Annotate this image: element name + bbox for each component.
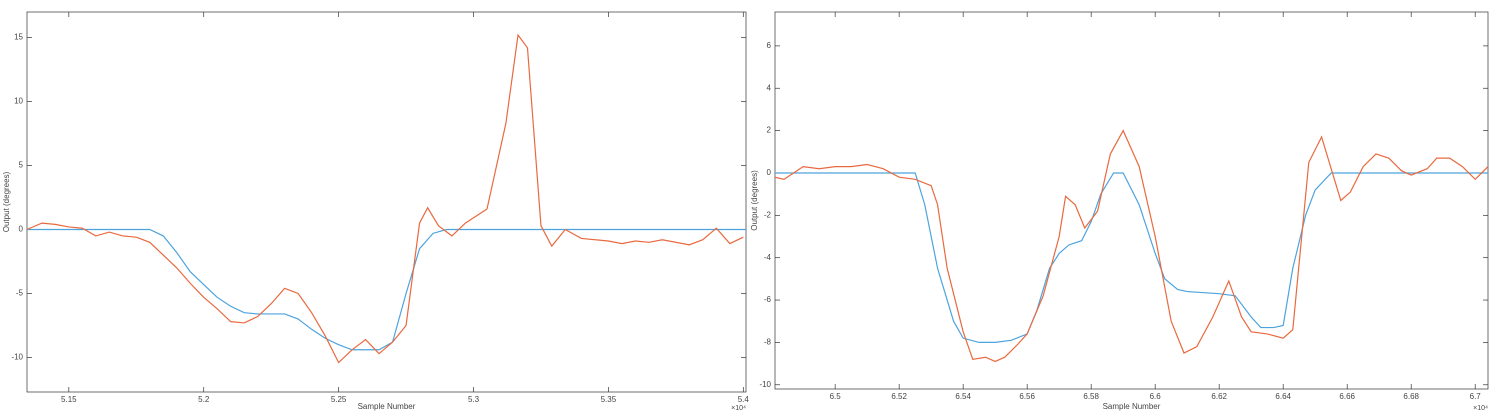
y-tick-label: 5	[19, 161, 24, 170]
y-tick-label: 0	[19, 225, 24, 234]
y-axis-label: Output (degrees)	[750, 170, 759, 231]
series-line	[27, 33, 744, 364]
x-tick-label: 5.25	[331, 395, 347, 404]
x-tick-label: 6.54	[955, 392, 971, 401]
y-tick-label: -6	[764, 295, 772, 304]
y-tick-label: -5	[16, 289, 24, 298]
axes-box	[26, 11, 747, 393]
x-tick-label: 5.2	[198, 395, 210, 404]
series-line	[27, 228, 746, 351]
x-tick-label: 6.62	[1211, 392, 1227, 401]
y-tick-label: 6	[767, 41, 772, 50]
x-tick-label: 5.15	[61, 395, 77, 404]
x-tick-label: 6.52	[891, 392, 907, 401]
y-tick-label: 0	[767, 168, 772, 177]
x-tick-label: 6.5	[830, 392, 842, 401]
x-axis-label: Sample Number	[1103, 402, 1161, 411]
y-tick-label: -10	[11, 353, 23, 362]
x-exponent: ×10⁴	[731, 405, 746, 412]
axes-box	[774, 11, 1489, 390]
x-exponent: ×10⁴	[1473, 405, 1488, 412]
series-line	[775, 172, 1488, 343]
y-tick-label: -8	[764, 338, 772, 347]
plot-area	[27, 33, 746, 364]
x-tick-label: 6.68	[1403, 392, 1419, 401]
x-tick-label: 6.58	[1083, 392, 1099, 401]
x-tick-label: 6.66	[1339, 392, 1355, 401]
y-tick-label: 4	[767, 83, 772, 92]
x-tick-label: 5.4	[738, 395, 750, 404]
y-tick-label: -2	[764, 210, 772, 219]
x-tick-label: 6.56	[1019, 392, 1035, 401]
x-tick-label: 5.35	[601, 395, 617, 404]
y-tick-label: -10	[759, 380, 771, 389]
x-tick-label: 6.64	[1275, 392, 1291, 401]
plot-area	[775, 129, 1488, 363]
y-tick-label: 10	[14, 97, 23, 106]
series-line	[775, 129, 1488, 363]
y-tick-label: 15	[14, 33, 23, 42]
y-tick-label: 2	[767, 126, 772, 135]
y-tick-label: -4	[764, 253, 772, 262]
x-tick-label: 6.7	[1470, 392, 1482, 401]
x-axis-label: Sample Number	[358, 402, 416, 411]
x-tick-label: 6.6	[1150, 392, 1162, 401]
y-axis-label: Output (degrees)	[2, 171, 11, 232]
x-tick-label: 5.3	[468, 395, 480, 404]
